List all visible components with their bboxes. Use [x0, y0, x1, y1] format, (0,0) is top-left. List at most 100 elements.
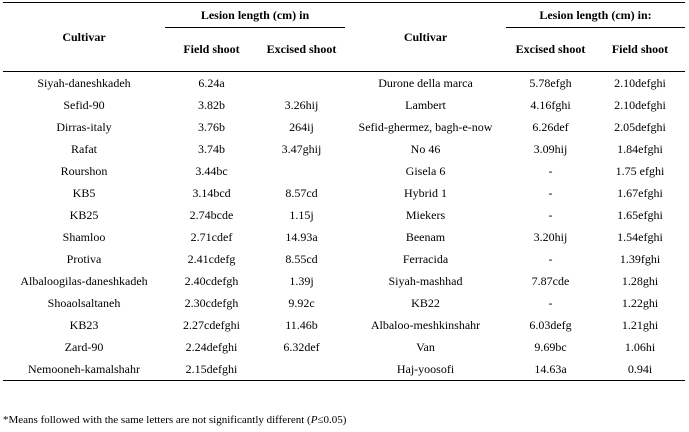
footnote: *Means followed with the same letters ar…	[3, 414, 346, 426]
group-header: Lesion length (cm) in:	[506, 2, 685, 28]
cultivar-cell: Albaloo-meshkinshahr	[370, 317, 481, 332]
value-cell: 1.54efghi	[617, 229, 663, 244]
column-header: Cultivar	[3, 2, 165, 72]
value-cell: 3.47ghij	[281, 141, 322, 156]
cultivar-cell: Rourshon	[60, 163, 108, 178]
cultivar-cell: Lambert	[405, 97, 446, 112]
table-row: KB25 2.74bcde 1.15j Miekers - 1.65efghi	[3, 204, 685, 226]
footnote-text: *Means followed with the same letters ar…	[3, 414, 311, 426]
cultivar-cell: Gisela 6	[405, 163, 446, 178]
column-header: Excised shoot	[258, 27, 345, 72]
cultivar-cell: KB22	[411, 295, 440, 310]
value-cell: 2.05defghi	[614, 119, 666, 134]
value-cell: 3.82b	[198, 97, 225, 112]
value-cell: 2.27cdefghi	[183, 317, 240, 332]
cultivar-cell: Miekers	[405, 207, 446, 222]
value-cell: 1.21ghi	[621, 317, 659, 332]
value-cell: 6.24a	[198, 75, 225, 90]
table-row: KB5 3.14bcd 8.57cd Hybrid 1 - 1.67efghi	[3, 182, 685, 204]
cultivar-cell: Albaloogilas-daneshkadeh	[20, 273, 148, 288]
value-cell: 1.22ghi	[621, 295, 659, 310]
value-cell: 264ij	[289, 119, 314, 134]
value-cell: 1.06hi	[624, 339, 656, 354]
table-row: Albaloogilas-daneshkadeh 2.40cdefgh 1.39j S…	[3, 270, 685, 292]
table-row: Rafat 3.74b 3.47ghij No 46 3.09hij 1.84efghi	[3, 138, 685, 160]
value-cell: 1.84efghi	[617, 141, 663, 156]
value-cell	[258, 358, 345, 381]
value-cell	[258, 160, 345, 182]
value-cell: 1.15j	[289, 207, 314, 222]
value-cell: 2.74bcde	[189, 207, 234, 222]
cultivar-cell: Dirras-italy	[56, 119, 112, 134]
cultivar-cell: Durone della marca	[378, 75, 473, 90]
cultivar-cell: KB5	[72, 185, 96, 200]
value-cell: 3.20hij	[533, 229, 568, 244]
column-header: Excised shoot	[506, 27, 595, 72]
value-cell: 3.14bcd	[192, 185, 231, 200]
cultivar-cell: Rafat	[71, 141, 97, 156]
value-cell: 11.46b	[285, 317, 318, 332]
table-row: Protiva 2.41cdefg 8.55cd Ferracida - 1.39fghi	[3, 248, 685, 270]
column-header: Field shoot	[595, 27, 685, 72]
value-cell: 2.41cdefg	[187, 251, 236, 266]
cultivar-cell: Siyah-daneshkadeh	[37, 75, 131, 90]
value-cell: -	[548, 207, 553, 222]
table-row: Siyah-daneshkadeh 6.24a Durone della marca…	[3, 72, 685, 95]
value-cell: 6.26def	[532, 119, 569, 134]
cultivar-cell: Hybrid 1	[404, 185, 447, 200]
value-cell: 1.75 efghi	[615, 163, 665, 178]
value-cell: 1.28ghi	[621, 273, 659, 288]
column-header: Field shoot	[165, 27, 258, 72]
value-cell: 2.10defghi	[614, 75, 666, 90]
value-cell: 9.92c	[288, 295, 315, 310]
cultivar-cell: Van	[416, 339, 435, 354]
value-cell: 2.24defghi	[185, 339, 238, 354]
group-header: Lesion length (cm) in	[165, 2, 345, 28]
value-cell	[258, 72, 345, 95]
cultivar-cell: No 46	[410, 141, 441, 156]
value-cell: 3.09hij	[533, 141, 568, 156]
table-row: Shoaolsaltaneh 2.30cdefgh 9.92c KB22 - 1.22gh…	[3, 292, 685, 314]
value-cell: 0.94i	[595, 358, 685, 381]
results-table: Cultivar Lesion length (cm) in Cultivar …	[3, 2, 685, 381]
cultivar-cell: KB25	[69, 207, 99, 222]
footnote-italic: P	[310, 414, 318, 426]
value-cell: 9.69bc	[534, 339, 567, 354]
value-cell: 2.15defghi	[165, 358, 258, 381]
cultivar-cell: Shamloo	[62, 229, 106, 244]
table-row: KB23 2.27cdefghi 11.46b Albaloo-meshkinshah…	[3, 314, 685, 336]
value-cell: -	[548, 295, 553, 310]
cultivar-cell: Siyah-mashhad	[388, 273, 463, 288]
value-cell: 5.78efgh	[529, 75, 572, 90]
value-cell: 3.26hij	[284, 97, 319, 112]
cultivar-cell: Sefid-90	[63, 97, 105, 112]
value-cell: 8.55cd	[285, 251, 318, 266]
value-cell: -	[548, 251, 553, 266]
value-cell: 1.39fghi	[619, 251, 661, 266]
table-row: Rourshon 3.44bc Gisela 6 - 1.75 efghi	[3, 160, 685, 182]
value-cell: 14.63a	[506, 358, 595, 381]
value-cell: 1.65efghi	[617, 207, 663, 222]
cultivar-cell: Zard-90	[64, 339, 104, 354]
value-cell: 6.32def	[283, 339, 320, 354]
table-row: Dirras-italy 3.76b 264ij Sefid-ghermez, bag…	[3, 116, 685, 138]
value-cell: 1.67efghi	[617, 185, 663, 200]
cultivar-cell: Nemooneh-kamalshahr	[3, 358, 165, 381]
value-cell: 14.93a	[285, 229, 318, 244]
cultivar-cell: KB23	[69, 317, 99, 332]
cultivar-cell: Haj-yoosofi	[345, 358, 506, 381]
value-cell: 3.44bc	[195, 163, 228, 178]
table-row: Shamloo 2.71cdef 14.93a Beenam 3.20hij 1.54ef…	[3, 226, 685, 248]
table-body: Siyah-daneshkadeh 6.24a Durone della marca…	[3, 72, 685, 381]
value-cell: -	[548, 163, 553, 178]
cultivar-cell: Beenam	[405, 229, 446, 244]
footnote-text: ≤0.05)	[317, 414, 347, 426]
value-cell: 7.87cde	[531, 273, 570, 288]
value-cell: 2.71cdef	[190, 229, 233, 244]
value-cell: 6.03defg	[529, 317, 572, 332]
table-row: Nemooneh-kamalshahr 2.15defghi Haj-yoosofi…	[3, 358, 685, 381]
value-cell: 3.74b	[198, 141, 225, 156]
cultivar-cell: Ferracida	[402, 251, 449, 266]
value-cell: 1.39j	[289, 273, 314, 288]
